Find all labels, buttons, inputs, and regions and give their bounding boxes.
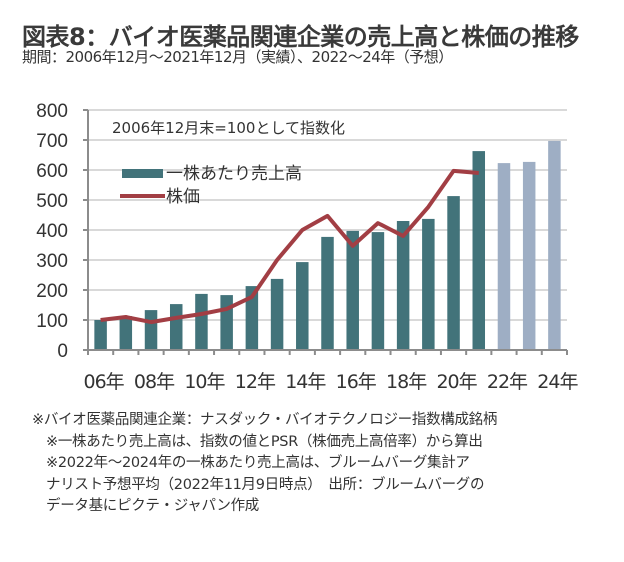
y-tick-label: 700 (36, 131, 68, 152)
bar (119, 316, 133, 350)
footnote-4: ナリスト予想平均（2022年11月9日時点） 出所：ブルームバーグの (46, 476, 485, 493)
bar (220, 295, 233, 350)
bar (371, 232, 385, 350)
chart-subtitle: 期間：2006年12月～2021年12月（実績）、2022～24年（予想） (22, 48, 453, 66)
bar (447, 196, 460, 350)
axes (87, 110, 568, 355)
legend-bar-label: 一株あたり売上高 (166, 164, 302, 184)
y-tick-label: 0 (57, 341, 68, 362)
bar (169, 304, 183, 350)
x-tick-label: 20年 (436, 371, 477, 393)
y-tick-label: 800 (36, 101, 68, 122)
x-tick-labels: 06年 08年 10年 12年 14年 16年 18年 20年 22年 24年 (84, 371, 580, 393)
x-tick-label: 08年 (134, 371, 175, 393)
bar (270, 278, 284, 350)
y-tick-labels: 0 100 200 300 400 500 600 700 800 (36, 101, 68, 362)
bar (94, 320, 107, 350)
bar (195, 293, 208, 350)
chart-title: 図表8：バイオ医薬品関連企業の売上高と株価の推移 (22, 23, 579, 51)
bar-forecast (497, 163, 511, 350)
x-tick-label: 10年 (184, 371, 225, 393)
bar (422, 218, 435, 350)
bar-forecast (548, 140, 561, 350)
index-note: 2006年12月末=100として指数化 (112, 119, 345, 137)
chart-area: 0 100 200 300 400 500 600 700 800 06年 08年 10年 12年 14… (36, 101, 580, 393)
bar-series (94, 140, 561, 350)
x-tick-label: 06年 (84, 371, 125, 393)
footnote-5: データ基にピクテ・ジャパン作成 (46, 498, 259, 514)
legend-bar-swatch (122, 169, 163, 178)
x-tick-label: 16年 (336, 371, 377, 393)
legend: 一株あたり売上高 株価 (120, 164, 302, 207)
price-line (100, 168, 479, 325)
bar (321, 236, 334, 350)
bar (396, 221, 410, 350)
footnote-2: ※一株あたり売上高は、指数の値とPSR（株価売上高倍率）から算出 (46, 433, 483, 450)
y-tick-label: 100 (36, 311, 68, 332)
bar-forecast (522, 161, 536, 350)
bar (472, 151, 486, 350)
footnote-1: ※バイオ医薬品関連企業：ナスダック・バイオテクノロジー指数構成銘柄 (32, 412, 498, 428)
x-tick-label: 14年 (285, 371, 326, 393)
bar (296, 262, 309, 350)
bar (144, 310, 158, 350)
x-tick-label: 22年 (487, 371, 528, 393)
bar (346, 230, 359, 350)
footnotes: ※バイオ医薬品関連企業：ナスダック・バイオテクノロジー指数構成銘柄 ※一株あたり… (32, 410, 497, 518)
footnote-3: ※2022年～2024年の一株あたり売上高は、ブルームバーグ集計ア (46, 455, 470, 471)
x-tick-label: 18年 (386, 371, 427, 393)
x-tick-label: 12年 (235, 371, 276, 393)
bar (245, 286, 259, 350)
legend-line-label: 株価 (166, 187, 200, 207)
y-tick-label: 600 (36, 161, 68, 182)
y-tick-label: 300 (36, 251, 68, 272)
y-tick-label: 500 (36, 191, 68, 212)
y-tick-label: 400 (36, 221, 68, 242)
y-tick-label: 200 (36, 281, 68, 302)
x-tick-label: 24年 (537, 371, 578, 393)
